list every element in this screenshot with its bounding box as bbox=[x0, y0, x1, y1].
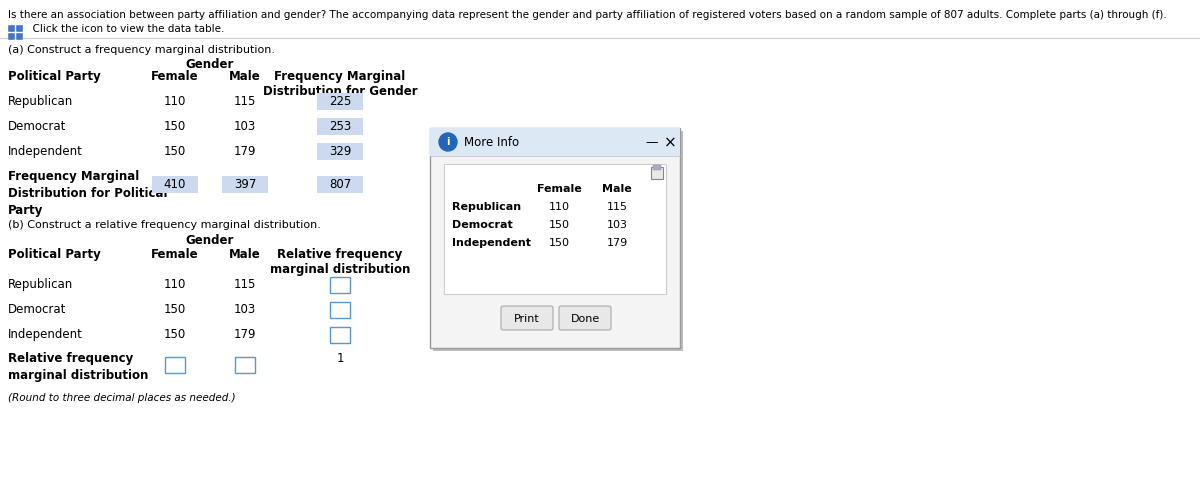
Text: 103: 103 bbox=[234, 120, 256, 133]
Text: ×: × bbox=[664, 135, 677, 151]
Text: Frequency Marginal
Distribution for Political
Party: Frequency Marginal Distribution for Poli… bbox=[8, 170, 168, 217]
Text: Independent: Independent bbox=[8, 328, 83, 341]
Bar bbox=[330, 302, 350, 318]
Bar bbox=[433, 131, 683, 351]
Text: 150: 150 bbox=[164, 328, 186, 341]
Text: 150: 150 bbox=[548, 220, 570, 230]
Text: 397: 397 bbox=[234, 178, 256, 191]
Text: Done: Done bbox=[570, 314, 600, 324]
Text: 150: 150 bbox=[548, 238, 570, 248]
Text: Female: Female bbox=[151, 248, 199, 261]
Bar bbox=[16, 25, 23, 32]
Bar bbox=[330, 277, 350, 293]
Bar bbox=[16, 33, 23, 40]
Text: Republican: Republican bbox=[8, 278, 73, 291]
Text: Independent: Independent bbox=[8, 145, 83, 158]
Bar bbox=[317, 143, 364, 160]
Text: Democrat: Democrat bbox=[8, 120, 66, 133]
Text: 1: 1 bbox=[336, 352, 343, 365]
Text: Print: Print bbox=[514, 314, 540, 324]
Text: Republican: Republican bbox=[452, 202, 521, 212]
Text: 115: 115 bbox=[234, 95, 256, 108]
Text: 329: 329 bbox=[329, 145, 352, 158]
Text: (Round to three decimal places as needed.): (Round to three decimal places as needed… bbox=[8, 393, 235, 403]
Text: 110: 110 bbox=[164, 278, 186, 291]
Text: Frequency Marginal
Distribution for Gender: Frequency Marginal Distribution for Gend… bbox=[263, 70, 418, 98]
Text: 253: 253 bbox=[329, 120, 352, 133]
Bar bbox=[430, 128, 680, 348]
Text: 225: 225 bbox=[329, 95, 352, 108]
Text: 179: 179 bbox=[606, 238, 628, 248]
Text: 110: 110 bbox=[164, 95, 186, 108]
Text: Political Party: Political Party bbox=[8, 70, 101, 83]
Text: Democrat: Democrat bbox=[8, 303, 66, 316]
Text: (a) Construct a frequency marginal distribution.: (a) Construct a frequency marginal distr… bbox=[8, 45, 275, 55]
Text: 150: 150 bbox=[164, 145, 186, 158]
FancyBboxPatch shape bbox=[559, 306, 611, 330]
Text: Gender: Gender bbox=[186, 234, 234, 247]
Text: Female: Female bbox=[151, 70, 199, 83]
Text: Male: Male bbox=[602, 184, 632, 194]
Text: Male: Male bbox=[229, 70, 260, 83]
Text: Relative frequency
marginal distribution: Relative frequency marginal distribution bbox=[270, 248, 410, 276]
Text: 150: 150 bbox=[164, 120, 186, 133]
Text: 115: 115 bbox=[234, 278, 256, 291]
Bar bbox=[222, 176, 268, 193]
Text: Independent: Independent bbox=[452, 238, 530, 248]
Text: 110: 110 bbox=[548, 202, 570, 212]
Text: (b) Construct a relative frequency marginal distribution.: (b) Construct a relative frequency margi… bbox=[8, 220, 320, 230]
Text: 410: 410 bbox=[164, 178, 186, 191]
Text: 115: 115 bbox=[607, 202, 628, 212]
Text: More Info: More Info bbox=[464, 136, 520, 149]
Bar bbox=[430, 128, 680, 156]
Text: —: — bbox=[646, 136, 659, 149]
Text: Democrat: Democrat bbox=[452, 220, 512, 230]
Bar bbox=[653, 165, 661, 170]
Bar bbox=[317, 93, 364, 110]
Bar bbox=[166, 357, 185, 373]
Bar bbox=[444, 164, 666, 294]
Text: Is there an association between party affiliation and gender? The accompanying d: Is there an association between party af… bbox=[8, 10, 1166, 20]
Text: 807: 807 bbox=[329, 178, 352, 191]
Text: 103: 103 bbox=[234, 303, 256, 316]
Text: Gender: Gender bbox=[186, 58, 234, 71]
Bar bbox=[8, 25, 14, 32]
Text: Republican: Republican bbox=[8, 95, 73, 108]
Bar bbox=[152, 176, 198, 193]
Text: Political Party: Political Party bbox=[8, 248, 101, 261]
Text: Relative frequency
marginal distribution: Relative frequency marginal distribution bbox=[8, 352, 149, 382]
Text: 103: 103 bbox=[607, 220, 628, 230]
Bar bbox=[317, 176, 364, 193]
Text: Click the icon to view the data table.: Click the icon to view the data table. bbox=[26, 24, 224, 34]
Bar bbox=[317, 118, 364, 135]
Text: i: i bbox=[446, 137, 450, 147]
Text: 179: 179 bbox=[234, 145, 257, 158]
FancyBboxPatch shape bbox=[502, 306, 553, 330]
Text: 179: 179 bbox=[234, 328, 257, 341]
Text: Male: Male bbox=[229, 248, 260, 261]
Bar bbox=[650, 167, 662, 179]
Text: Female: Female bbox=[538, 184, 582, 194]
Bar bbox=[330, 327, 350, 343]
Text: 150: 150 bbox=[164, 303, 186, 316]
Bar bbox=[8, 33, 14, 40]
Bar bbox=[235, 357, 256, 373]
Circle shape bbox=[439, 133, 457, 151]
